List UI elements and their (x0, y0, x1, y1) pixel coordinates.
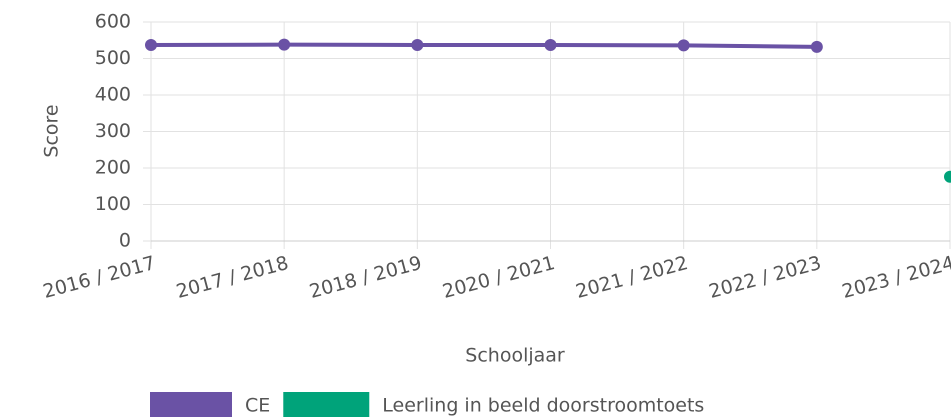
y-tick-label: 200 (95, 157, 131, 179)
data-point (944, 170, 951, 183)
x-tick-label: 2017 / 2018 (174, 252, 291, 303)
y-tick-label: 400 (95, 84, 131, 106)
x-tick-label: 2018 / 2019 (307, 252, 424, 303)
data-point (145, 38, 157, 51)
data-point (411, 38, 424, 51)
y-tick-label: 100 (95, 193, 131, 215)
data-point (278, 38, 291, 51)
y-tick-label: 0 (119, 230, 131, 252)
x-axis-title: Schooljaar (465, 345, 565, 367)
series-line (150, 42, 817, 49)
legend-label: CE (245, 395, 270, 417)
data-point (810, 40, 823, 53)
y-tick-label: 500 (95, 47, 131, 69)
legend-swatch (283, 392, 370, 417)
data-point (544, 38, 557, 51)
y-tick-label: 300 (95, 120, 131, 142)
x-tick-label: 2021 / 2022 (573, 252, 690, 303)
x-tick-label: 2016 / 2017 (41, 252, 158, 303)
y-tick-label: 600 (95, 11, 131, 33)
legend-swatch (150, 392, 232, 417)
x-tick-label: 2022 / 2023 (707, 252, 824, 303)
y-axis-title: Score (41, 104, 63, 157)
x-tick-label: 2020 / 2021 (440, 252, 557, 303)
data-point (677, 39, 690, 52)
legend-label: Leerling in beeld doorstroomtoets (382, 395, 704, 417)
x-tick-label: 2023 / 2024 (840, 252, 951, 303)
